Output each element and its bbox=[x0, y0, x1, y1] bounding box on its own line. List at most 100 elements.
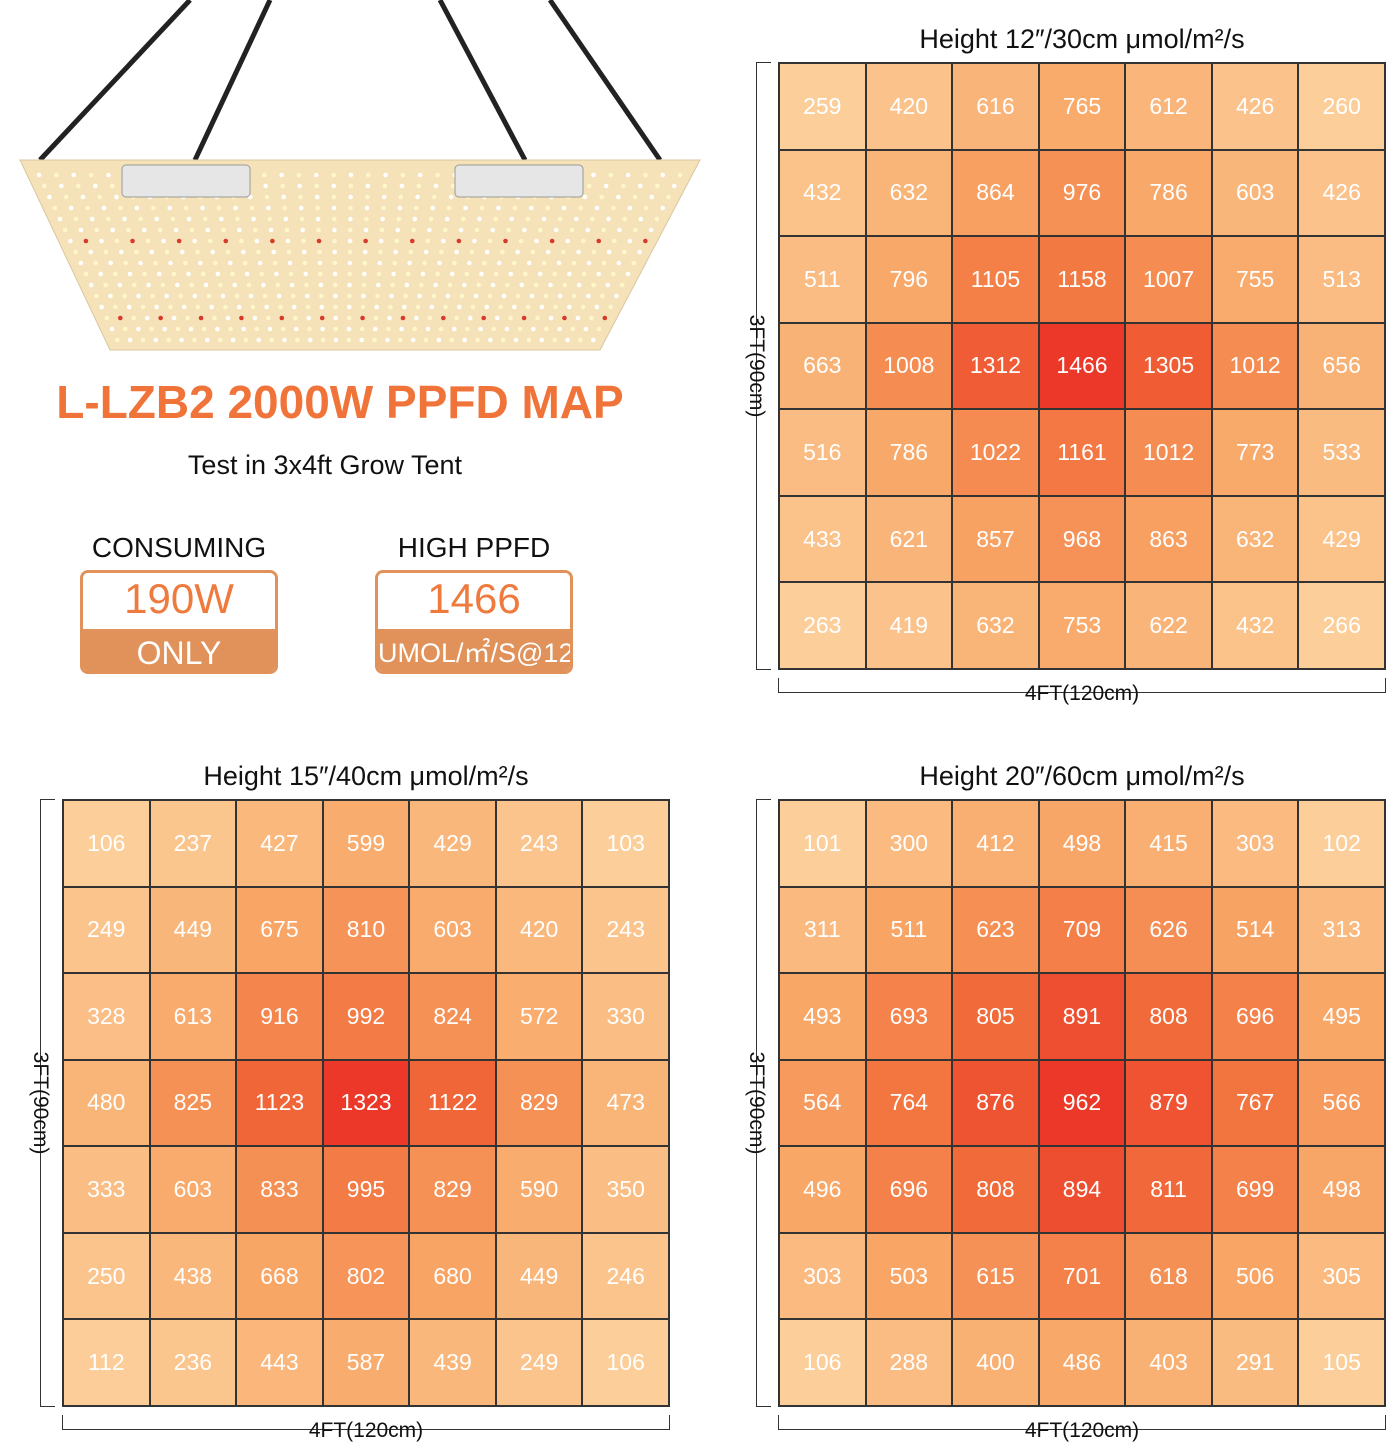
led bbox=[498, 304, 503, 310]
led bbox=[235, 216, 240, 222]
badge-note: ONLY bbox=[83, 629, 275, 671]
led bbox=[266, 315, 271, 321]
led bbox=[428, 216, 434, 222]
ppfd-cell: 1123 bbox=[236, 1059, 323, 1147]
led bbox=[94, 293, 99, 299]
led bbox=[183, 260, 188, 266]
led bbox=[586, 293, 591, 299]
led bbox=[317, 260, 323, 266]
led bbox=[591, 249, 597, 255]
led bbox=[582, 194, 588, 200]
led bbox=[186, 216, 192, 222]
led bbox=[553, 304, 558, 310]
led bbox=[68, 238, 73, 244]
led bbox=[416, 183, 422, 189]
led bbox=[627, 238, 633, 244]
led bbox=[282, 337, 287, 343]
led bbox=[382, 183, 388, 189]
led bbox=[173, 227, 179, 233]
led bbox=[473, 293, 479, 299]
led bbox=[631, 260, 637, 266]
led bbox=[401, 304, 407, 310]
led bbox=[616, 194, 621, 200]
led bbox=[362, 249, 368, 255]
led bbox=[375, 293, 380, 299]
led bbox=[400, 315, 406, 321]
ppfd-cell: 623 bbox=[952, 886, 1039, 974]
ppfd-cell: 824 bbox=[409, 973, 496, 1060]
led bbox=[576, 249, 581, 255]
led bbox=[122, 326, 128, 332]
led bbox=[252, 227, 258, 233]
led bbox=[417, 172, 423, 178]
led bbox=[425, 326, 431, 332]
led bbox=[438, 326, 444, 332]
led bbox=[504, 326, 510, 332]
led bbox=[307, 337, 313, 343]
led bbox=[225, 249, 231, 255]
led bbox=[131, 315, 137, 321]
led bbox=[233, 205, 238, 211]
led bbox=[313, 172, 319, 178]
ppfd-cell: 473 bbox=[582, 1059, 669, 1147]
led bbox=[331, 216, 337, 222]
led bbox=[279, 315, 285, 321]
ppfd-cell: 786 bbox=[865, 409, 953, 496]
led bbox=[441, 238, 446, 244]
map-x-label: 4FT(120cm) bbox=[308, 1419, 424, 1442]
led bbox=[302, 260, 308, 266]
led bbox=[435, 172, 440, 178]
led bbox=[601, 227, 606, 233]
led bbox=[545, 205, 551, 211]
led bbox=[276, 293, 282, 299]
ppfd-cell: 621 bbox=[865, 495, 953, 583]
led bbox=[611, 271, 616, 277]
led bbox=[535, 315, 540, 321]
map-y-label: 3FT(90cm) bbox=[29, 1051, 52, 1155]
led bbox=[266, 205, 271, 211]
led bbox=[303, 271, 309, 277]
led bbox=[280, 183, 285, 189]
led bbox=[575, 315, 581, 321]
led bbox=[205, 227, 210, 233]
led bbox=[118, 315, 123, 321]
ppfd-cell: 480 bbox=[63, 1059, 150, 1147]
led bbox=[410, 337, 416, 343]
led bbox=[332, 227, 337, 233]
led bbox=[230, 271, 235, 277]
led bbox=[488, 337, 493, 343]
led bbox=[150, 293, 155, 299]
ppfd-cell: 962 bbox=[1038, 1059, 1126, 1147]
ppfd-cell: 810 bbox=[322, 886, 410, 974]
led bbox=[487, 293, 493, 299]
ppfd-cell: 612 bbox=[1125, 63, 1212, 150]
ppfd-cell: 829 bbox=[409, 1146, 496, 1233]
led bbox=[126, 304, 132, 310]
led bbox=[234, 293, 240, 299]
led bbox=[272, 260, 278, 266]
ppfd-cell: 498 bbox=[1298, 1146, 1385, 1233]
led bbox=[372, 326, 378, 332]
ppfd-cell: 632 bbox=[952, 582, 1039, 669]
led bbox=[298, 194, 303, 200]
ppfd-cell: 432 bbox=[779, 149, 866, 237]
led bbox=[122, 293, 127, 299]
led bbox=[625, 271, 631, 277]
led bbox=[205, 337, 210, 343]
led bbox=[561, 205, 567, 211]
led bbox=[525, 304, 531, 310]
led bbox=[565, 337, 570, 343]
ppfd-cell: 103 bbox=[582, 800, 669, 887]
led bbox=[114, 194, 119, 200]
led bbox=[400, 172, 406, 178]
led bbox=[458, 227, 464, 233]
ppfd-cell: 243 bbox=[495, 800, 583, 887]
led bbox=[250, 304, 256, 310]
led bbox=[393, 249, 398, 255]
led bbox=[239, 238, 244, 244]
led bbox=[517, 326, 523, 332]
led bbox=[472, 238, 477, 244]
led bbox=[605, 282, 611, 288]
ppfd-cell: 506 bbox=[1211, 1232, 1299, 1320]
ppfd-cell: 449 bbox=[495, 1232, 583, 1320]
